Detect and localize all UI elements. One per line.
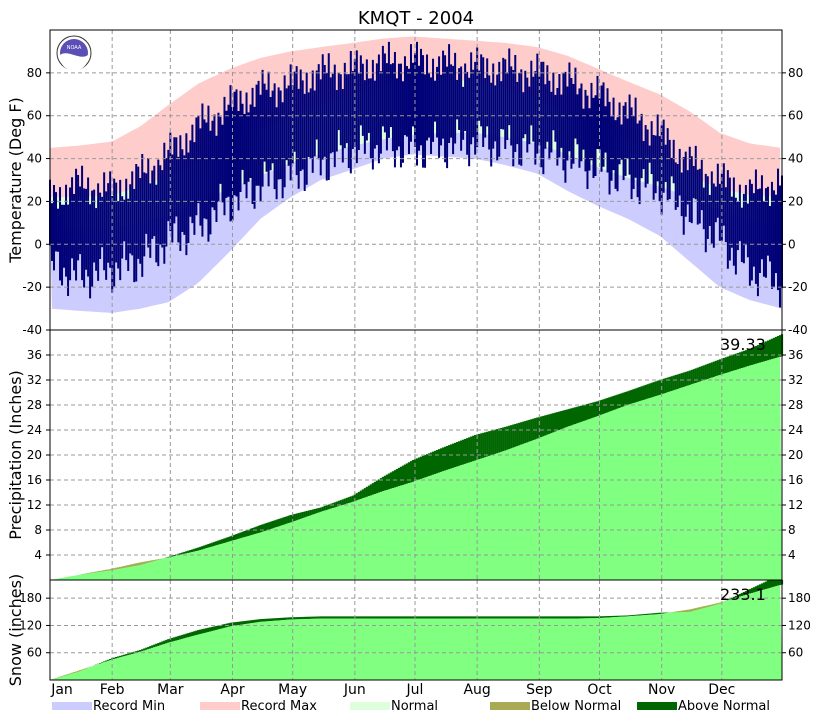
- month-tick-label: Mar: [157, 682, 184, 698]
- y-tick-label-right: 40: [788, 152, 803, 166]
- y-tick-label-left: 80: [27, 66, 42, 80]
- y-axis-label: Snow (inches): [6, 574, 25, 686]
- y-tick-label-right: 120: [788, 618, 811, 632]
- y-tick-label-left: 24: [27, 423, 42, 437]
- month-axis: Jan Feb Mar Apr May Jun Jul Aug Sep Oct Nov Dec: [50, 682, 735, 698]
- y-tick-label-right: 0: [788, 237, 796, 251]
- y-tick-label-right: 60: [788, 646, 803, 660]
- month-tick-label: Aug: [463, 682, 490, 698]
- y-tick-label-left: 32: [27, 373, 42, 387]
- month-tick-label: Oct: [587, 682, 612, 698]
- y-tick-label-left: 120: [19, 618, 42, 632]
- y-tick-label-left: 60: [27, 109, 42, 123]
- legend-label: Record Max: [241, 699, 317, 714]
- y-tick-label-right: 20: [788, 448, 803, 462]
- legend-label: Normal: [391, 699, 438, 714]
- month-tick-label: Apr: [220, 682, 244, 698]
- normal-accumulation-area: [50, 585, 782, 680]
- y-tick-label-left: 8: [34, 523, 42, 537]
- y-tick-label-right: 80: [788, 66, 803, 80]
- y-tick-label-left: 36: [27, 348, 42, 362]
- record-min-band: [50, 132, 782, 313]
- y-tick-label-right: 32: [788, 373, 803, 387]
- month-tick-label: Nov: [648, 682, 675, 698]
- total-annotation: 39.33: [720, 335, 766, 354]
- legend-label: Above Normal: [678, 699, 770, 714]
- legend-swatch-normal: [350, 702, 390, 710]
- y-tick-label-right: -20: [788, 280, 808, 294]
- y-axis-label: Temperature (Deg F): [6, 97, 25, 264]
- month-tick-label: Sep: [526, 682, 553, 698]
- y-tick-label-right: 24: [788, 423, 803, 437]
- y-tick-label-right: 60: [788, 109, 803, 123]
- y-tick-label-right: -40: [788, 323, 808, 337]
- panel-frame: [49, 579, 783, 681]
- y-tick-label-left: 20: [27, 194, 42, 208]
- legend-swatch-below-normal: [490, 702, 530, 710]
- y-tick-label-left: 40: [27, 152, 42, 166]
- y-tick-label-left: 16: [27, 473, 42, 487]
- y-tick-label-left: 4: [34, 548, 42, 562]
- legend-swatch-record-max: [200, 702, 240, 710]
- y-tick-label-left: 28: [27, 398, 42, 412]
- y-tick-label-left: 180: [19, 591, 42, 605]
- month-tick-label: Feb: [100, 682, 125, 698]
- legend-swatch-record-min: [52, 702, 92, 710]
- y-tick-label-right: 36: [788, 348, 803, 362]
- y-tick-label-left: 20: [27, 448, 42, 462]
- month-tick-label: Jan: [50, 682, 73, 698]
- total-annotation: 233.1: [720, 585, 766, 604]
- noaa-logo-icon: NOAA: [56, 35, 92, 71]
- y-tick-label-right: 8: [788, 523, 796, 537]
- y-tick-label-right: 4: [788, 548, 796, 562]
- month-tick-label: Jun: [343, 682, 366, 698]
- normal-accumulation-area: [50, 356, 782, 580]
- legend-label: Below Normal: [531, 699, 621, 714]
- temperature-panel: -40 -40 -20 -20 0 0 20 20 40 40 60 60 80 80 Temperatur…: [6, 29, 808, 337]
- month-tick-label: May: [278, 682, 307, 698]
- legend-swatch-above-normal: [637, 702, 677, 710]
- y-tick-label-right: 16: [788, 473, 803, 487]
- y-axis-label: Precipitation (Inches): [6, 370, 25, 540]
- legend-label: Record Min: [93, 699, 165, 714]
- y-tick-label-left: 60: [27, 646, 42, 660]
- legend: Record Min Record Max Normal Below Normal Ab…: [52, 699, 770, 714]
- y-tick-label-left: 0: [34, 237, 42, 251]
- y-tick-label-right: 28: [788, 398, 803, 412]
- svg-text:NOAA: NOAA: [67, 45, 82, 51]
- y-tick-label-right: 12: [788, 498, 803, 512]
- y-tick-label-left: 12: [27, 498, 42, 512]
- month-tick-label: Dec: [708, 682, 735, 698]
- y-tick-label-left: -40: [22, 323, 42, 337]
- y-tick-label-right: 180: [788, 591, 811, 605]
- y-tick-label-right: 20: [788, 194, 803, 208]
- month-tick-label: Jul: [406, 682, 424, 698]
- y-tick-label-left: -20: [22, 280, 42, 294]
- chart-title: KMQT - 2004: [358, 8, 474, 29]
